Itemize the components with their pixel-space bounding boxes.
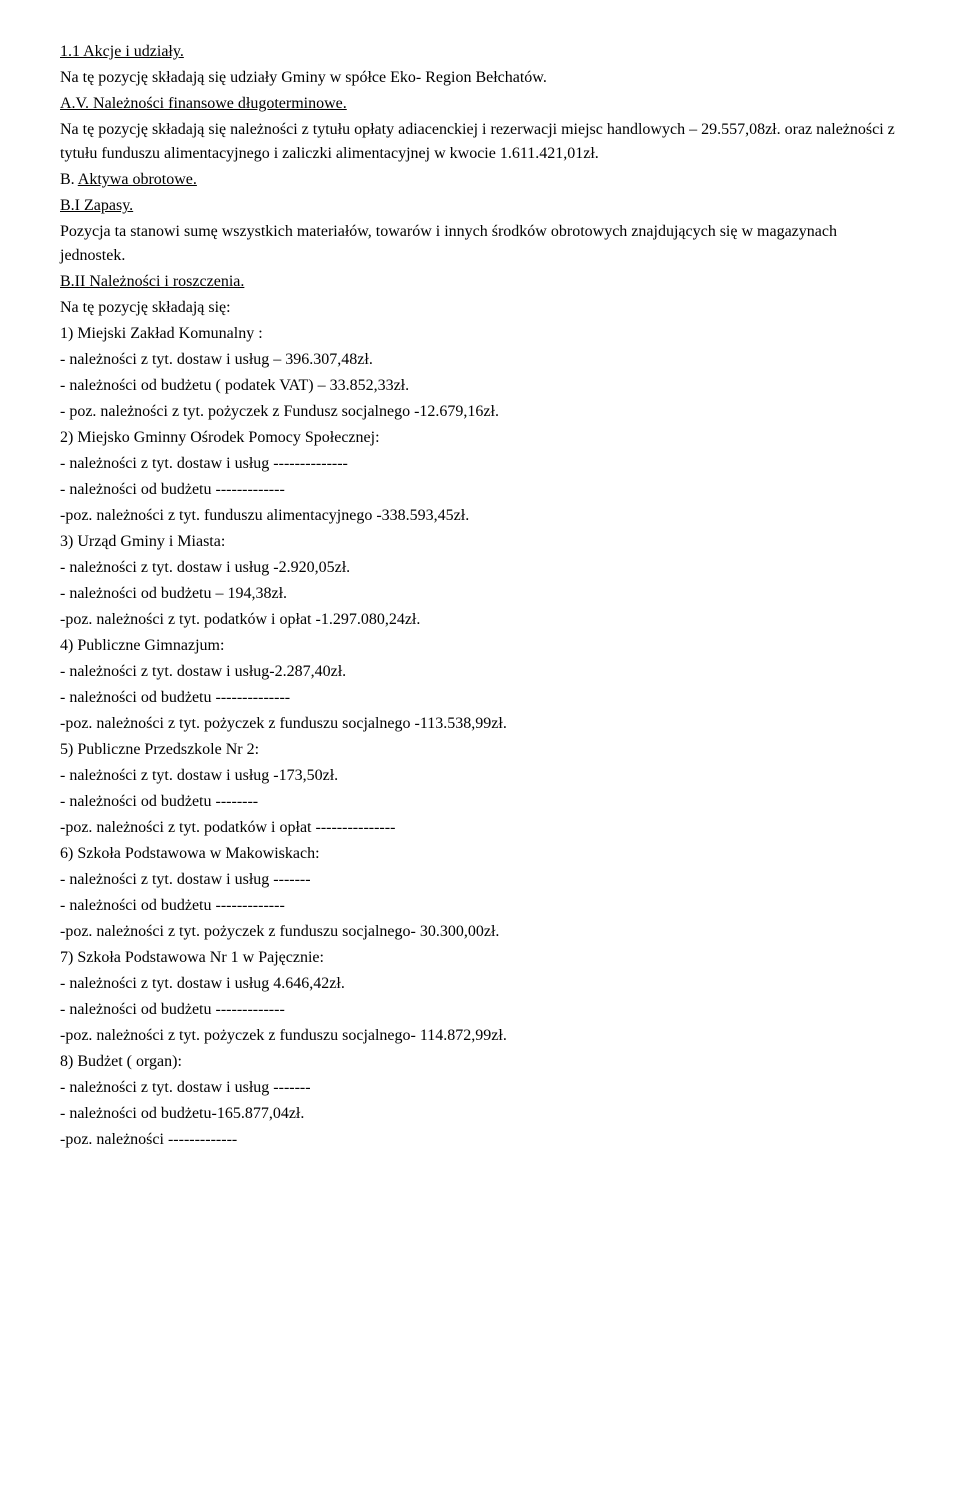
- heading-b-prefix: B.: [60, 171, 78, 188]
- heading-1-1: 1.1 Akcje i udziały.: [60, 43, 184, 60]
- list-item: - należności od budżetu ( podatek VAT) –…: [60, 374, 900, 398]
- list-bii: 1) Miejski Zakład Komunalny :- należnośc…: [60, 322, 900, 1152]
- list-item: 1) Miejski Zakład Komunalny :: [60, 322, 900, 346]
- list-item: - należności z tyt. dostaw i usług 4.646…: [60, 972, 900, 996]
- list-item: - należności od budżetu -------------: [60, 894, 900, 918]
- text-bi-body: Pozycja ta stanowi sumę wszystkich mater…: [60, 220, 900, 268]
- list-item: - należności od budżetu --------: [60, 790, 900, 814]
- list-item: - należności z tyt. dostaw i usług -2.92…: [60, 556, 900, 580]
- list-item: 2) Miejsko Gminny Ośrodek Pomocy Społecz…: [60, 426, 900, 450]
- heading-bi: B.I Zapasy.: [60, 197, 133, 214]
- list-item: - należności od budżetu -------------: [60, 998, 900, 1022]
- list-item: - należności od budżetu -------------: [60, 478, 900, 502]
- list-item: - należności z tyt. dostaw i usług-2.287…: [60, 660, 900, 684]
- list-item: -poz. należności z tyt. pożyczek z fundu…: [60, 712, 900, 736]
- list-item: - należności z tyt. dostaw i usług -----…: [60, 868, 900, 892]
- heading-av: A.V. Należności finansowe długoterminowe…: [60, 95, 347, 112]
- list-item: 7) Szkoła Podstawowa Nr 1 w Pajęcznie:: [60, 946, 900, 970]
- list-item: 5) Publiczne Przedszkole Nr 2:: [60, 738, 900, 762]
- list-item: - należności od budżetu-165.877,04zł.: [60, 1102, 900, 1126]
- list-item: - należności z tyt. dostaw i usług -173,…: [60, 764, 900, 788]
- list-item: -poz. należności z tyt. funduszu aliment…: [60, 504, 900, 528]
- list-item: - należności od budżetu --------------: [60, 686, 900, 710]
- list-item: -poz. należności z tyt. podatków i opłat…: [60, 816, 900, 840]
- list-item: 3) Urząd Gminy i Miasta:: [60, 530, 900, 554]
- list-item: 6) Szkoła Podstawowa w Makowiskach:: [60, 842, 900, 866]
- list-item: - należności z tyt. dostaw i usług -----…: [60, 1076, 900, 1100]
- text-bii-intro: Na tę pozycję składają się:: [60, 296, 900, 320]
- list-item: - należności od budżetu – 194,38zł.: [60, 582, 900, 606]
- text-1-1-body: Na tę pozycję składają się udziały Gminy…: [60, 66, 900, 90]
- list-item: - należności z tyt. dostaw i usług – 396…: [60, 348, 900, 372]
- list-item: 4) Publiczne Gimnazjum:: [60, 634, 900, 658]
- list-item: -poz. należności -------------: [60, 1128, 900, 1152]
- list-item: - poz. należności z tyt. pożyczek z Fund…: [60, 400, 900, 424]
- list-item: -poz. należności z tyt. pożyczek z fundu…: [60, 920, 900, 944]
- list-item: 8) Budżet ( organ):: [60, 1050, 900, 1074]
- list-item: - należności z tyt. dostaw i usług -----…: [60, 452, 900, 476]
- text-av-body: Na tę pozycję składają się należności z …: [60, 118, 900, 166]
- list-item: -poz. należności z tyt. pożyczek z fundu…: [60, 1024, 900, 1048]
- heading-bii: B.II Należności i roszczenia.: [60, 273, 244, 290]
- heading-b: Aktywa obrotowe.: [78, 171, 197, 188]
- list-item: -poz. należności z tyt. podatków i opłat…: [60, 608, 900, 632]
